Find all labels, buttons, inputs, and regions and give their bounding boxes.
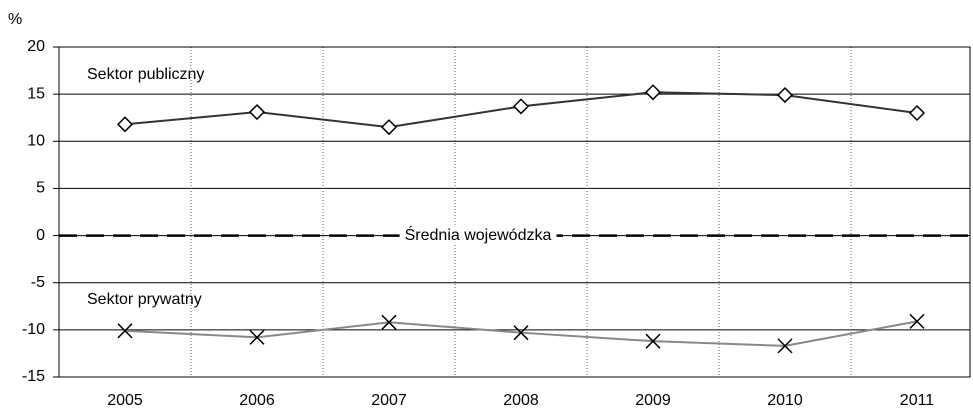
reference-label: Średnia wojewódzka bbox=[405, 225, 552, 244]
y-tick-label: 0 bbox=[36, 227, 45, 244]
x-tick-label: 2005 bbox=[107, 392, 143, 409]
marker bbox=[513, 325, 529, 341]
marker bbox=[248, 103, 266, 121]
marker bbox=[908, 104, 926, 122]
y-tick-label: -15 bbox=[22, 368, 45, 385]
marker bbox=[776, 87, 794, 104]
y-tick-label: 5 bbox=[36, 180, 45, 197]
x-tick-label: 2010 bbox=[767, 392, 803, 409]
y-tick-label: 20 bbox=[27, 38, 45, 55]
marker bbox=[645, 333, 661, 349]
y-axis-label: % bbox=[8, 11, 22, 28]
plot-frame bbox=[58, 46, 971, 378]
x-tick-label: 2006 bbox=[239, 392, 275, 409]
marker bbox=[249, 329, 265, 345]
x-tick-label: 2009 bbox=[635, 392, 671, 409]
x-tick-label: 2007 bbox=[371, 392, 407, 409]
marker bbox=[644, 84, 662, 101]
x-tick-label: 2011 bbox=[900, 392, 935, 409]
series-label: Sektor prywatny bbox=[87, 291, 202, 308]
y-tick-label: -5 bbox=[31, 274, 45, 291]
y-tick-label: 15 bbox=[27, 85, 45, 102]
y-tick-label: -10 bbox=[22, 321, 45, 338]
marker bbox=[381, 314, 397, 330]
marker bbox=[117, 323, 133, 339]
x-tick-label: 2008 bbox=[503, 392, 539, 409]
marker bbox=[909, 313, 925, 329]
series-label: Sektor publiczny bbox=[87, 66, 204, 83]
marker bbox=[116, 116, 134, 133]
reference-label-bg bbox=[399, 224, 557, 244]
marker bbox=[777, 338, 793, 354]
y-tick-label: 10 bbox=[27, 133, 45, 150]
marker bbox=[380, 119, 398, 136]
marker bbox=[512, 98, 530, 115]
